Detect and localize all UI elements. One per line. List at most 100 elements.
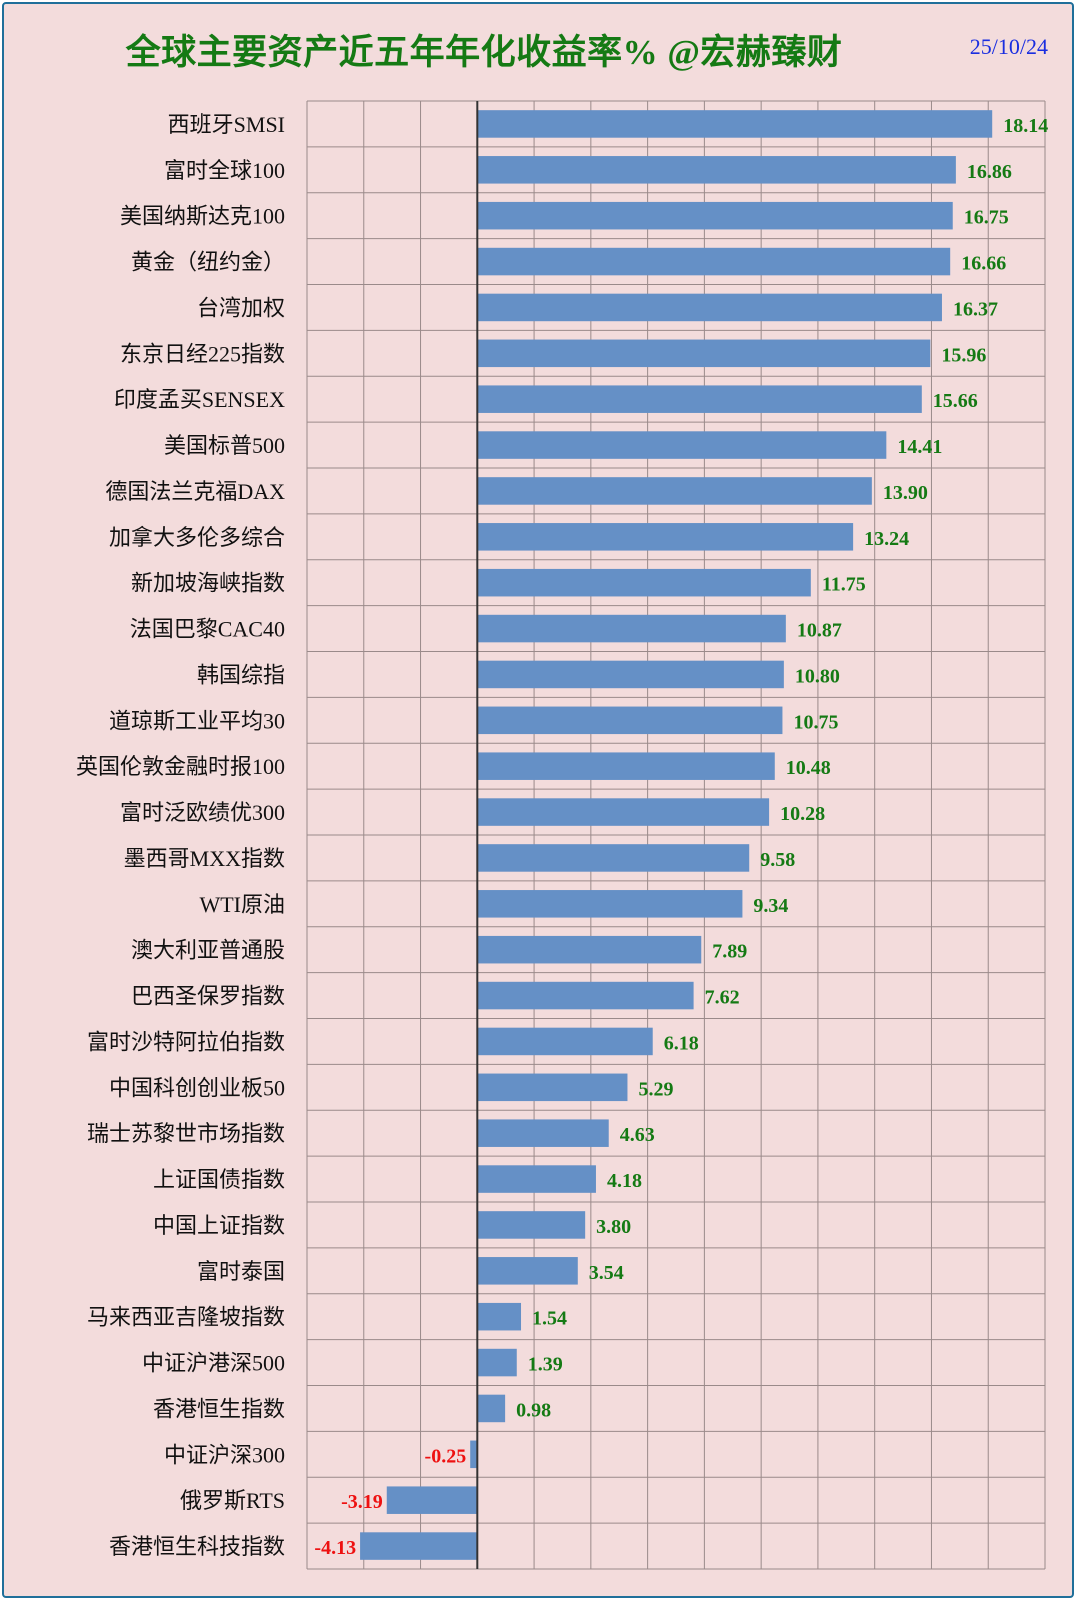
bar <box>477 431 887 459</box>
bar <box>477 1394 506 1423</box>
bar <box>477 477 872 505</box>
value-label: 3.80 <box>596 1216 631 1238</box>
bar <box>477 844 750 872</box>
value-label: 16.86 <box>967 161 1012 183</box>
category-label: 中证沪港深500 <box>142 1351 285 1376</box>
bar <box>477 752 775 780</box>
category-label: 俄罗斯RTS <box>180 1488 285 1513</box>
category-label: 台湾加权 <box>197 295 285 320</box>
category-label: 富时全球100 <box>164 158 285 183</box>
value-label: 15.66 <box>933 390 978 412</box>
bar <box>477 706 783 735</box>
category-label: 香港恒生科技指数 <box>109 1534 285 1559</box>
bar <box>477 293 942 322</box>
value-label: -0.25 <box>425 1445 467 1467</box>
category-label: 富时泛欧绩优300 <box>120 800 285 825</box>
category-label: 上证国债指数 <box>153 1167 285 1192</box>
value-label: 16.75 <box>964 207 1009 229</box>
category-label: 澳大利亚普通股 <box>131 938 285 963</box>
bar <box>477 981 694 1010</box>
category-label: 美国纳斯达克100 <box>120 204 285 229</box>
category-label: 瑞士苏黎世市场指数 <box>87 1121 285 1146</box>
category-label: WTI原油 <box>199 892 285 917</box>
bar <box>477 1073 628 1102</box>
value-label: 13.90 <box>883 482 928 504</box>
category-label: 富时沙特阿拉伯指数 <box>87 1029 285 1054</box>
value-label: 3.54 <box>589 1262 624 1284</box>
value-label: 10.75 <box>793 711 838 733</box>
value-label: 9.34 <box>753 895 788 917</box>
value-label: 6.18 <box>664 1032 699 1054</box>
value-label: 11.75 <box>822 574 866 596</box>
bar <box>477 110 993 138</box>
category-label: 英国伦敦金融时报100 <box>76 754 285 779</box>
bars <box>360 110 993 1560</box>
bar <box>477 201 953 230</box>
value-label: 13.24 <box>864 528 909 550</box>
bar <box>477 385 922 413</box>
value-label: 14.41 <box>897 436 942 458</box>
value-label: 15.96 <box>941 344 986 366</box>
value-label: 16.37 <box>953 298 998 320</box>
bar <box>477 798 770 826</box>
value-label: 18.14 <box>1003 115 1048 137</box>
bar <box>477 1119 609 1147</box>
value-label: 4.18 <box>607 1170 642 1192</box>
bar <box>477 1302 522 1331</box>
bar <box>360 1532 478 1560</box>
value-labels: 18.14 16.86 16.75 16.66 16.37 15.96 15.66 14.41… <box>314 115 1048 1559</box>
value-label: 10.48 <box>786 757 831 779</box>
value-label: 7.89 <box>712 941 747 963</box>
bar <box>477 1165 596 1193</box>
category-label: 中证沪深300 <box>164 1442 285 1467</box>
bar <box>477 523 854 551</box>
bar <box>477 1257 578 1285</box>
category-label: 西班牙SMSI <box>168 112 285 137</box>
category-label: 法国巴黎CAC40 <box>130 617 285 642</box>
value-label: 10.87 <box>797 620 842 642</box>
bar <box>477 568 811 597</box>
category-label: 加拿大多伦多综合 <box>109 525 285 550</box>
value-label: 1.39 <box>528 1354 563 1376</box>
value-label: 7.62 <box>705 987 740 1009</box>
category-label: 美国标普500 <box>164 433 285 458</box>
bar <box>477 614 786 643</box>
value-label: 10.80 <box>795 665 840 687</box>
category-label: 道琼斯工业平均30 <box>109 708 285 733</box>
category-label: 黄金（纽约金） <box>131 250 285 275</box>
value-label: 16.66 <box>961 253 1006 275</box>
bar <box>477 247 951 276</box>
bar <box>477 935 702 964</box>
value-label: 1.54 <box>532 1308 567 1330</box>
bar <box>477 1027 653 1056</box>
value-label: -3.19 <box>341 1491 383 1513</box>
chart-title: 全球主要资产近五年年化收益率% @宏赫臻财 <box>125 33 843 72</box>
bar <box>477 1211 586 1239</box>
category-label: 新加坡海峡指数 <box>131 571 285 596</box>
value-label: 5.29 <box>638 1078 673 1100</box>
bar <box>477 339 931 368</box>
category-label: 东京日经225指数 <box>120 341 285 366</box>
category-label: 德国法兰克福DAX <box>105 479 285 504</box>
category-label: 巴西圣保罗指数 <box>131 984 285 1009</box>
category-label: 中国科创创业板50 <box>109 1075 285 1100</box>
category-label: 中国上证指数 <box>153 1213 285 1238</box>
category-label: 墨西哥MXX指数 <box>124 846 285 871</box>
bar <box>477 1348 517 1377</box>
bar <box>477 156 956 184</box>
value-label: 9.58 <box>760 849 795 871</box>
category-label: 印度孟买SENSEX <box>114 387 285 412</box>
category-label: 韩国综指 <box>197 662 285 687</box>
grid <box>306 100 1046 1570</box>
bar <box>386 1486 478 1514</box>
category-label: 香港恒生指数 <box>153 1396 285 1421</box>
category-label: 富时泰国 <box>197 1259 285 1284</box>
bar <box>477 890 743 918</box>
bar <box>477 660 784 689</box>
chart-date: 25/10/24 <box>969 34 1048 59</box>
category-label: 马来西亚吉隆坡指数 <box>87 1305 285 1330</box>
category-labels: 西班牙SMSI 富时全球100 美国纳斯达克100 黄金（纽约金） 台湾加权东京日经22… <box>76 112 285 1559</box>
bar <box>470 1440 478 1469</box>
value-label: 10.28 <box>780 803 825 825</box>
